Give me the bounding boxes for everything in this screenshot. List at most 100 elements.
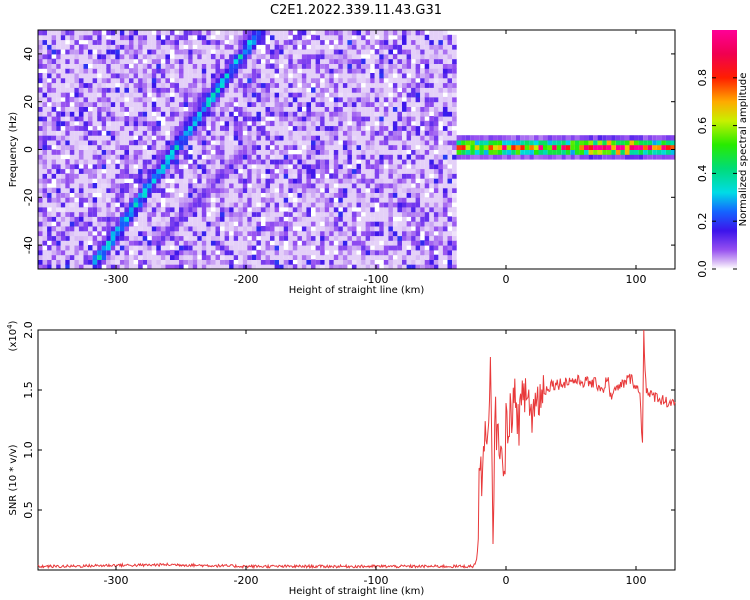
heatmap-cell [306,96,311,103]
heatmap-cell [115,39,120,45]
heatmap-cell [233,39,239,45]
heatmap-cell [356,63,362,69]
heatmap-cell [465,149,471,155]
heatmap-cell [238,235,243,241]
heatmap-cell [188,197,193,203]
heatmap-cell [638,139,644,146]
heatmap-cell [251,30,257,36]
heatmap-cell [420,68,425,74]
heatmap-cell [402,216,407,222]
heatmap-cell [306,254,311,260]
heatmap-cell [210,116,216,122]
heatmap-cell [301,211,307,217]
heatmap-cell [347,187,352,193]
heatmap-cell [69,144,75,150]
heatmap-cell [361,63,366,69]
heatmap-cell [74,139,79,146]
heatmap-cell [88,144,93,150]
heatmap-cell [92,259,98,265]
heatmap-cell [115,264,120,270]
heatmap-cell [383,30,389,36]
heatmap-cell [238,163,243,170]
heatmap-cell [119,149,125,155]
heatmap-cell [110,226,116,232]
heatmap-cell [379,68,384,74]
heatmap-cell [283,211,289,217]
heatmap-cell [56,187,61,193]
heatmap-cell [110,101,116,107]
heatmap-cell [433,49,439,55]
heatmap-cell [179,58,184,64]
heatmap-cell [297,73,302,79]
heatmap-cell [324,254,330,260]
heatmap-cell [206,240,211,246]
heatmap-cell [361,144,366,150]
heatmap-cell [220,245,225,251]
heatmap-cell [92,139,98,146]
heatmap-cell [447,96,452,103]
heatmap-cell [452,96,457,103]
heatmap-cell [324,125,330,131]
heatmap-cell [415,245,421,251]
heatmap-cell [56,30,61,36]
heatmap-cell [256,125,261,131]
heatmap-cell [356,111,362,117]
heatmap-cell [242,249,248,256]
heatmap-cell [365,87,371,93]
heatmap-cell [47,82,52,88]
heatmap-cell [383,187,389,193]
heatmap-cell [83,101,88,107]
heatmap-cell [356,106,362,112]
heatmap-cell [188,168,193,174]
heatmap-cell [383,144,389,150]
heatmap-cell [406,254,412,260]
heatmap-cell [247,240,252,246]
heatmap-cell [51,163,57,170]
heatmap-cell [320,120,325,127]
heatmap-cell [138,68,143,74]
heatmap-cell [379,53,384,60]
heatmap-cell [329,34,334,41]
heatmap-cell [506,135,512,141]
heatmap-cell [661,149,666,155]
heatmap-cell [110,206,116,213]
heatmap-cell [165,96,170,103]
heatmap-cell [420,173,425,179]
heatmap-cell [69,197,75,203]
heatmap-cell [406,92,412,98]
heatmap-cell [129,168,134,174]
heatmap-cell [370,34,375,41]
heatmap-cell [420,130,425,136]
heatmap-cell [51,211,57,217]
heatmap-cell [188,192,193,198]
heatmap-cell [347,58,352,64]
heatmap-cell [156,58,161,64]
heatmap-cell [333,149,339,155]
heatmap-cell [342,254,348,260]
heatmap-cell [411,77,416,84]
heatmap-cell [351,226,357,232]
heatmap-cell [333,68,339,74]
heatmap-cell [229,192,234,198]
heatmap-cell [220,178,225,184]
heatmap-cell [83,73,88,79]
heatmap-cell [74,63,79,69]
heatmap-cell [429,130,434,136]
heatmap-cell [424,183,430,189]
heatmap-cell [197,106,202,112]
heatmap-cell [242,30,248,36]
heatmap-cell [365,226,371,232]
heatmap-cell [183,183,189,189]
heatmap-cell [215,240,220,246]
heatmap-cell [69,63,75,69]
heatmap-cell [265,63,270,69]
heatmap-cell [283,187,289,193]
heatmap-cell [433,92,439,98]
heatmap-cell [670,154,675,160]
heatmap-cell [315,211,321,217]
heatmap-cell [379,178,384,184]
heatmap-cell [60,226,66,232]
heatmap-cell [415,183,421,189]
heatmap-cell [301,192,307,198]
heatmap-cell [306,202,311,208]
